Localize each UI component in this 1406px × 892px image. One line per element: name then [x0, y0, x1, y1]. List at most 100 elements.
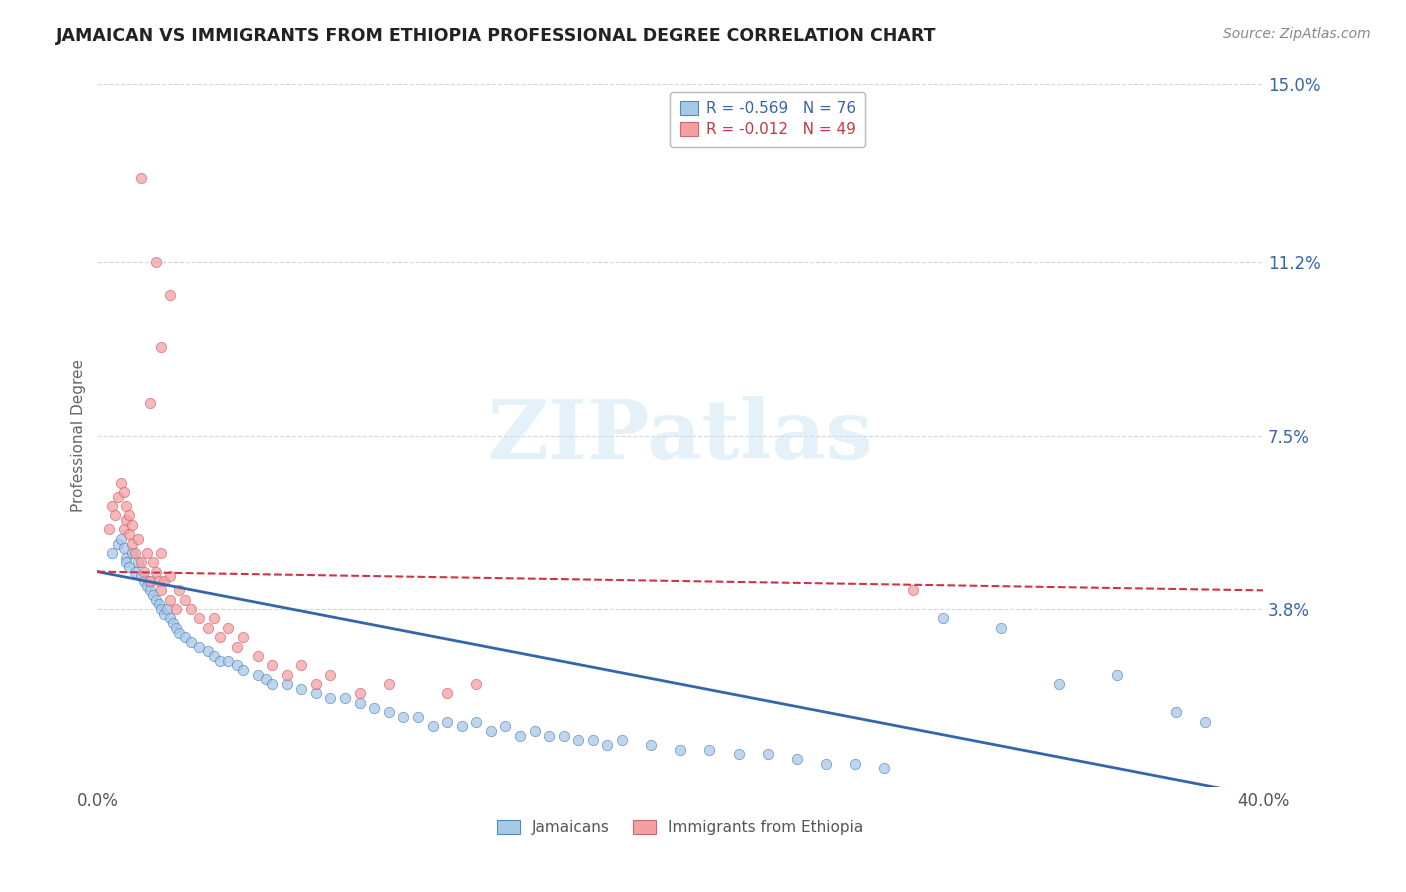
Point: [903, 583, 925, 598]
Point: [319, 667, 342, 681]
Point: [142, 588, 165, 602]
Point: [1107, 667, 1129, 681]
Point: [422, 719, 444, 733]
Point: [180, 635, 202, 649]
Point: [262, 677, 284, 691]
Point: [118, 560, 141, 574]
Point: [159, 592, 181, 607]
Point: [276, 677, 298, 691]
Point: [465, 677, 488, 691]
Point: [363, 700, 385, 714]
Point: [814, 756, 837, 771]
Point: [349, 696, 371, 710]
Point: [129, 569, 152, 583]
Point: [127, 555, 149, 569]
Point: [494, 719, 516, 733]
Point: [465, 714, 488, 729]
Point: [107, 536, 129, 550]
Point: [162, 616, 184, 631]
Point: [173, 592, 195, 607]
Point: [173, 630, 195, 644]
Point: [349, 686, 371, 700]
Point: [553, 729, 575, 743]
Point: [150, 583, 173, 598]
Point: [139, 574, 162, 588]
Point: [150, 340, 173, 354]
Point: [112, 485, 135, 500]
Point: [121, 517, 143, 532]
Point: [1047, 677, 1070, 691]
Point: [333, 691, 356, 706]
Point: [124, 565, 146, 579]
Point: [727, 747, 749, 762]
Point: [167, 583, 190, 598]
Point: [436, 686, 458, 700]
Point: [107, 490, 129, 504]
Point: [180, 602, 202, 616]
Point: [1164, 705, 1187, 719]
Point: [197, 621, 219, 635]
Point: [139, 574, 162, 588]
Point: [165, 621, 187, 635]
Point: [115, 513, 138, 527]
Point: [132, 574, 155, 588]
Point: [208, 630, 231, 644]
Point: [596, 738, 619, 752]
Point: [436, 714, 458, 729]
Point: [990, 621, 1012, 635]
Point: [139, 583, 162, 598]
Point: [104, 508, 127, 523]
Point: [523, 723, 546, 738]
Point: [118, 508, 141, 523]
Point: [110, 532, 132, 546]
Point: [98, 523, 121, 537]
Point: [202, 611, 225, 625]
Point: [538, 729, 561, 743]
Point: [118, 527, 141, 541]
Point: [124, 546, 146, 560]
Point: [165, 602, 187, 616]
Point: [786, 752, 808, 766]
Point: [276, 667, 298, 681]
Point: [450, 719, 472, 733]
Point: [226, 640, 249, 654]
Point: [218, 621, 240, 635]
Point: [148, 598, 170, 612]
Point: [509, 729, 531, 743]
Point: [129, 555, 152, 569]
Point: [156, 602, 179, 616]
Point: [145, 592, 167, 607]
Point: [479, 723, 502, 738]
Point: [129, 171, 152, 186]
Point: [1194, 714, 1216, 729]
Point: [640, 738, 662, 752]
Point: [110, 475, 132, 490]
Point: [142, 555, 165, 569]
Point: [112, 541, 135, 556]
Point: [406, 710, 429, 724]
Point: [145, 255, 167, 269]
Point: [159, 611, 181, 625]
Point: [392, 710, 415, 724]
Point: [844, 756, 866, 771]
Point: [218, 654, 240, 668]
Point: [232, 663, 254, 677]
Point: [208, 654, 231, 668]
Point: [290, 681, 312, 696]
Y-axis label: Professional Degree: Professional Degree: [72, 359, 86, 512]
Point: [132, 565, 155, 579]
Point: [873, 761, 896, 775]
Point: [148, 574, 170, 588]
Point: [135, 546, 157, 560]
Text: Source: ZipAtlas.com: Source: ZipAtlas.com: [1223, 27, 1371, 41]
Point: [139, 396, 162, 410]
Point: [756, 747, 779, 762]
Point: [112, 523, 135, 537]
Point: [246, 648, 269, 663]
Point: [378, 705, 401, 719]
Point: [226, 658, 249, 673]
Point: [319, 691, 342, 706]
Point: [115, 550, 138, 565]
Point: [121, 546, 143, 560]
Text: JAMAICAN VS IMMIGRANTS FROM ETHIOPIA PROFESSIONAL DEGREE CORRELATION CHART: JAMAICAN VS IMMIGRANTS FROM ETHIOPIA PRO…: [56, 27, 936, 45]
